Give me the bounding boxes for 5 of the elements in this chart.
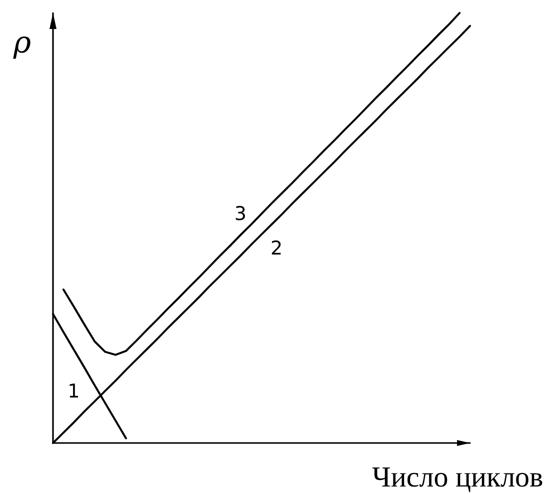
series-label: 1 bbox=[68, 380, 80, 402]
x-axis-title: Число циклов bbox=[372, 462, 544, 494]
y-axis-title: ρ bbox=[12, 26, 32, 60]
series-label: 3 bbox=[234, 202, 246, 225]
series-label: 2 bbox=[270, 237, 283, 260]
